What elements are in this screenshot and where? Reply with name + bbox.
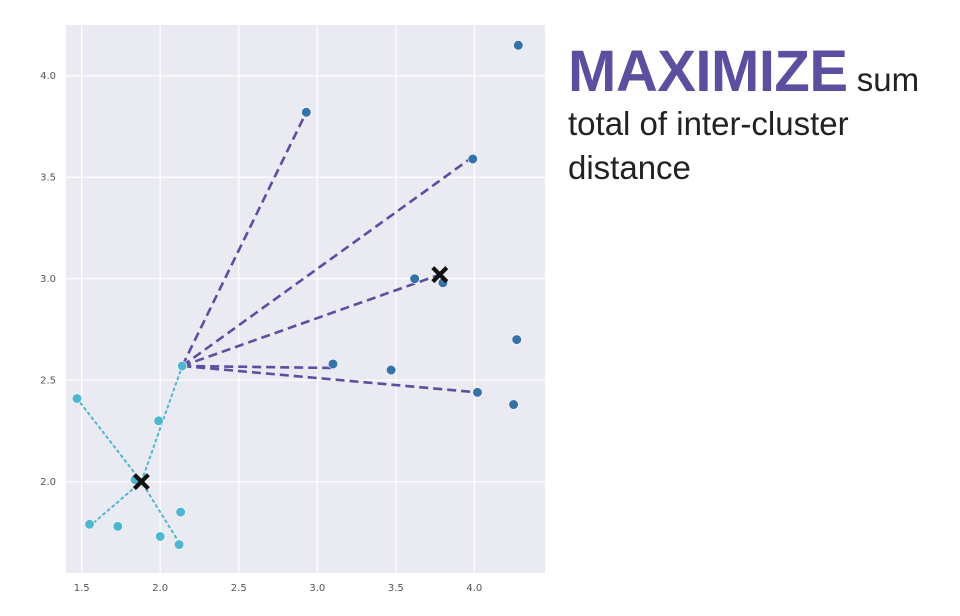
data-point bbox=[155, 531, 166, 542]
dotted-line bbox=[88, 480, 143, 528]
caption-text: sum total of inter-cluster distance bbox=[568, 61, 920, 186]
caption: MAXIMIZE sum total of inter-cluster dist… bbox=[568, 43, 953, 190]
data-point bbox=[301, 107, 312, 118]
grid-lines bbox=[66, 25, 545, 573]
data-point bbox=[175, 507, 186, 518]
data-point bbox=[508, 399, 519, 410]
inter-cluster-dashed-lines bbox=[181, 111, 478, 394]
data-point bbox=[153, 415, 164, 426]
dashed-line bbox=[181, 273, 441, 368]
data-point bbox=[409, 273, 420, 284]
x-tick-label: 1.5 bbox=[74, 583, 90, 594]
data-point bbox=[513, 40, 524, 51]
x-tick-label: 4.0 bbox=[466, 583, 482, 594]
data-point bbox=[467, 153, 478, 165]
x-tick-label: 2.5 bbox=[231, 583, 247, 594]
data-point bbox=[511, 334, 522, 345]
centroid-marker bbox=[431, 266, 449, 284]
data-point bbox=[385, 364, 397, 376]
plot-background bbox=[66, 25, 545, 573]
dashed-line bbox=[182, 364, 478, 394]
y-tick-label: 2.0 bbox=[40, 477, 56, 488]
data-point bbox=[71, 393, 83, 404]
dashed-line bbox=[181, 111, 308, 367]
data-point bbox=[112, 521, 123, 532]
data-point bbox=[173, 539, 185, 550]
dashed-line bbox=[182, 364, 337, 370]
x-tick-label: 2.0 bbox=[152, 583, 168, 594]
data-point bbox=[327, 358, 339, 370]
data-point bbox=[472, 387, 483, 398]
y-tick-label: 2.5 bbox=[40, 376, 56, 387]
caption-emphasis: MAXIMIZE bbox=[568, 39, 848, 104]
dotted-line bbox=[75, 397, 143, 483]
dashed-line bbox=[181, 155, 474, 368]
data-point bbox=[177, 360, 188, 372]
y-tick-label: 3.0 bbox=[40, 274, 56, 285]
x-tick-label: 3.0 bbox=[309, 583, 325, 594]
x-tick-label: 3.5 bbox=[388, 583, 404, 594]
centroid-markers bbox=[132, 266, 449, 491]
data-points bbox=[71, 40, 524, 550]
y-tick-label: 3.5 bbox=[40, 173, 56, 184]
dotted-line bbox=[140, 480, 181, 544]
centroid-marker bbox=[132, 473, 150, 491]
x-tick-labels: 1.5 2.0 2.5 3.0 3.5 4.0 bbox=[74, 583, 483, 594]
scatter-chart: 1.5 2.0 2.5 3.0 3.5 4.0 2.0 2.5 3.0 3.5 4.0 bbox=[40, 25, 545, 594]
y-tick-labels: 2.0 2.5 3.0 3.5 4.0 bbox=[40, 71, 56, 488]
y-tick-label: 4.0 bbox=[40, 71, 56, 82]
data-point bbox=[84, 519, 95, 530]
